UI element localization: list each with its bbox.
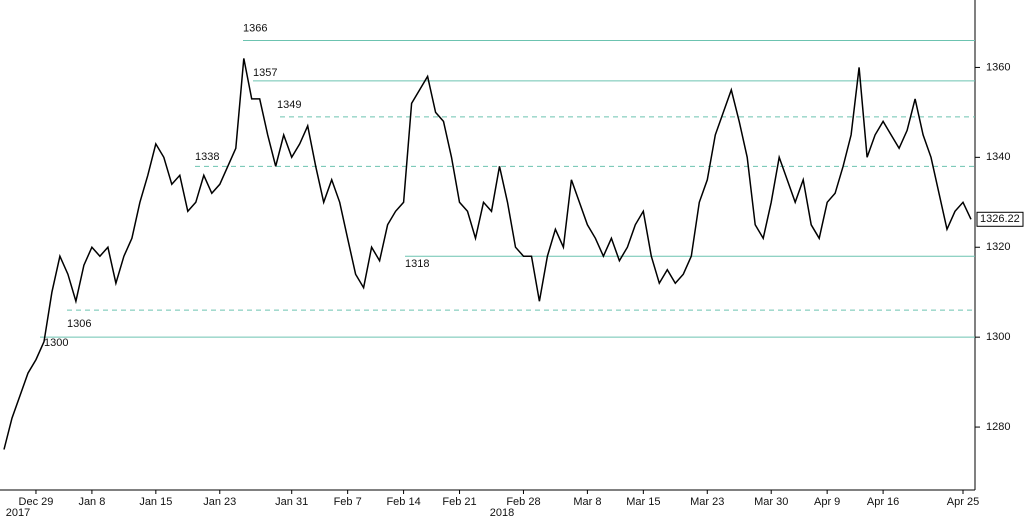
level-label: 1300 (44, 337, 68, 349)
level-label: 1366 (243, 22, 267, 34)
x-tick-label: Feb 21 (442, 496, 476, 508)
y-tick-label: 1300 (986, 331, 1010, 343)
x-tick-label: Apr 25 (947, 496, 979, 508)
x-tick-label: Dec 29 (19, 496, 54, 508)
last-value-label: 1326.22 (980, 213, 1020, 225)
x-tick-label: Jan 31 (275, 496, 308, 508)
level-label: 1306 (67, 318, 91, 330)
x-tick-label: Feb 28 (506, 496, 540, 508)
year-label: 2017 (6, 507, 30, 518)
last-value-box (976, 211, 1024, 227)
x-tick-label: Apr 16 (867, 496, 899, 508)
x-tick-label: Feb 14 (386, 496, 420, 508)
x-tick-label: Apr 9 (814, 496, 840, 508)
x-tick-label: Mar 23 (690, 496, 724, 508)
y-tick-label: 1340 (986, 151, 1010, 163)
y-tick-label: 1320 (986, 241, 1010, 253)
price-line (3, 58, 972, 450)
y-tick-label: 1360 (986, 61, 1010, 73)
x-tick-label: Mar 30 (754, 496, 788, 508)
x-tick-label: Jan 8 (78, 496, 105, 508)
level-label: 1338 (195, 151, 219, 163)
x-tick-label: Jan 23 (203, 496, 236, 508)
x-tick-label: Mar 8 (573, 496, 601, 508)
level-label: 1357 (253, 67, 277, 79)
x-tick-label: Jan 15 (139, 496, 172, 508)
year-label: 2018 (490, 507, 514, 518)
x-tick-label: Mar 15 (626, 496, 660, 508)
level-label: 1318 (405, 258, 429, 270)
x-tick-label: Feb 7 (334, 496, 362, 508)
y-tick-label: 1280 (986, 421, 1010, 433)
level-label: 1349 (277, 99, 301, 111)
